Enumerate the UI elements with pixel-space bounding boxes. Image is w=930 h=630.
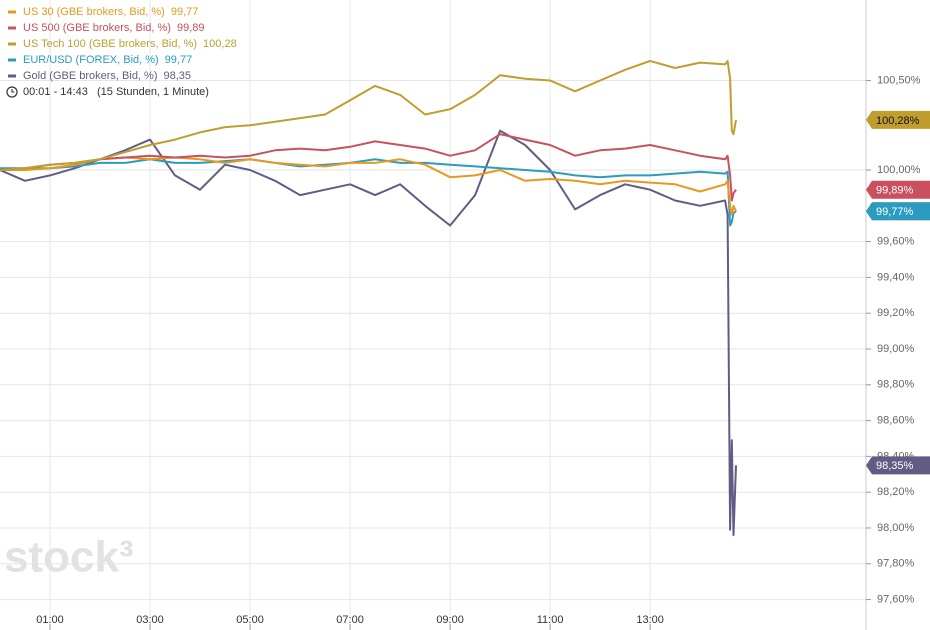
- time-span: (15 Stunden, 1 Minute): [97, 86, 209, 98]
- legend-entry: Gold (GBE brokers, Bid, %) 98,35: [23, 70, 191, 82]
- legend-name: EUR/USD (FOREX, Bid, %): [23, 54, 159, 66]
- badge-shape: [866, 202, 930, 221]
- legend-name: US Tech 100 (GBE brokers, Bid, %): [23, 38, 197, 50]
- y-tick-label: 100,00%: [877, 164, 921, 176]
- badge-label: 100,28%: [876, 115, 920, 127]
- badge-label: 99,77%: [876, 206, 914, 218]
- series-line: [0, 133, 737, 202]
- y-tick-label: 99,60%: [877, 236, 915, 248]
- y-tick-label: 99,40%: [877, 271, 915, 283]
- x-tick-label: 13:00: [636, 614, 664, 626]
- badge-label: 98,35%: [876, 460, 914, 472]
- series-line: [0, 158, 737, 227]
- y-tick-label: 98,00%: [877, 522, 915, 534]
- series-line: [0, 59, 737, 171]
- legend-value: 99,77: [165, 54, 193, 66]
- x-tick-label: 01:00: [36, 614, 64, 626]
- time-range: 00:01 - 14:43: [23, 86, 88, 98]
- x-tick-label: 07:00: [336, 614, 364, 626]
- price-badge: 100,28%: [866, 110, 930, 129]
- y-tick-label: 100,50%: [877, 74, 921, 86]
- y-tick-label: 98,60%: [877, 415, 915, 427]
- legend-value: 98,35: [164, 70, 192, 82]
- y-tick-label: 99,20%: [877, 307, 915, 319]
- x-tick-label: 09:00: [436, 614, 464, 626]
- badge-shape: [866, 110, 930, 129]
- y-tick-label: 98,80%: [877, 379, 915, 391]
- y-tick-label: 99,00%: [877, 343, 915, 355]
- badge-label: 99,89%: [876, 185, 914, 197]
- legend-entry: US Tech 100 (GBE brokers, Bid, %) 100,28: [23, 38, 237, 50]
- price-badge: 99,89%: [866, 180, 930, 199]
- legend-name: US 500 (GBE brokers, Bid, %): [23, 22, 171, 34]
- y-tick-label: 98,20%: [877, 486, 915, 498]
- badge-shape: [866, 180, 930, 199]
- x-tick-label: 11:00: [537, 614, 564, 626]
- price-badge: 99,77%: [866, 202, 930, 221]
- legend-entry: EUR/USD (FOREX, Bid, %) 99,77: [23, 54, 192, 66]
- legend-name: US 30 (GBE brokers, Bid, %): [23, 6, 165, 18]
- watermark: stock³: [4, 533, 134, 582]
- badge-shape: [866, 456, 930, 475]
- series-line: [0, 156, 737, 216]
- x-tick-label: 05:00: [236, 614, 264, 626]
- legend-name: Gold (GBE brokers, Bid, %): [23, 70, 158, 82]
- clock-icon: [6, 86, 18, 98]
- legend-entry: US 30 (GBE brokers, Bid, %) 99,77: [23, 6, 198, 18]
- legend-value: 99,77: [171, 6, 199, 18]
- y-tick-label: 97,80%: [877, 558, 915, 570]
- x-tick-label: 03:00: [136, 614, 164, 626]
- grid: [0, 0, 866, 630]
- y-tick-label: 97,60%: [877, 593, 915, 605]
- series-line: [0, 129, 737, 537]
- legend-value: 100,28: [203, 38, 237, 50]
- legend-entry: US 500 (GBE brokers, Bid, %) 99,89: [23, 22, 204, 34]
- price-badge: 98,35%: [866, 456, 930, 475]
- legend-value: 99,89: [177, 22, 205, 34]
